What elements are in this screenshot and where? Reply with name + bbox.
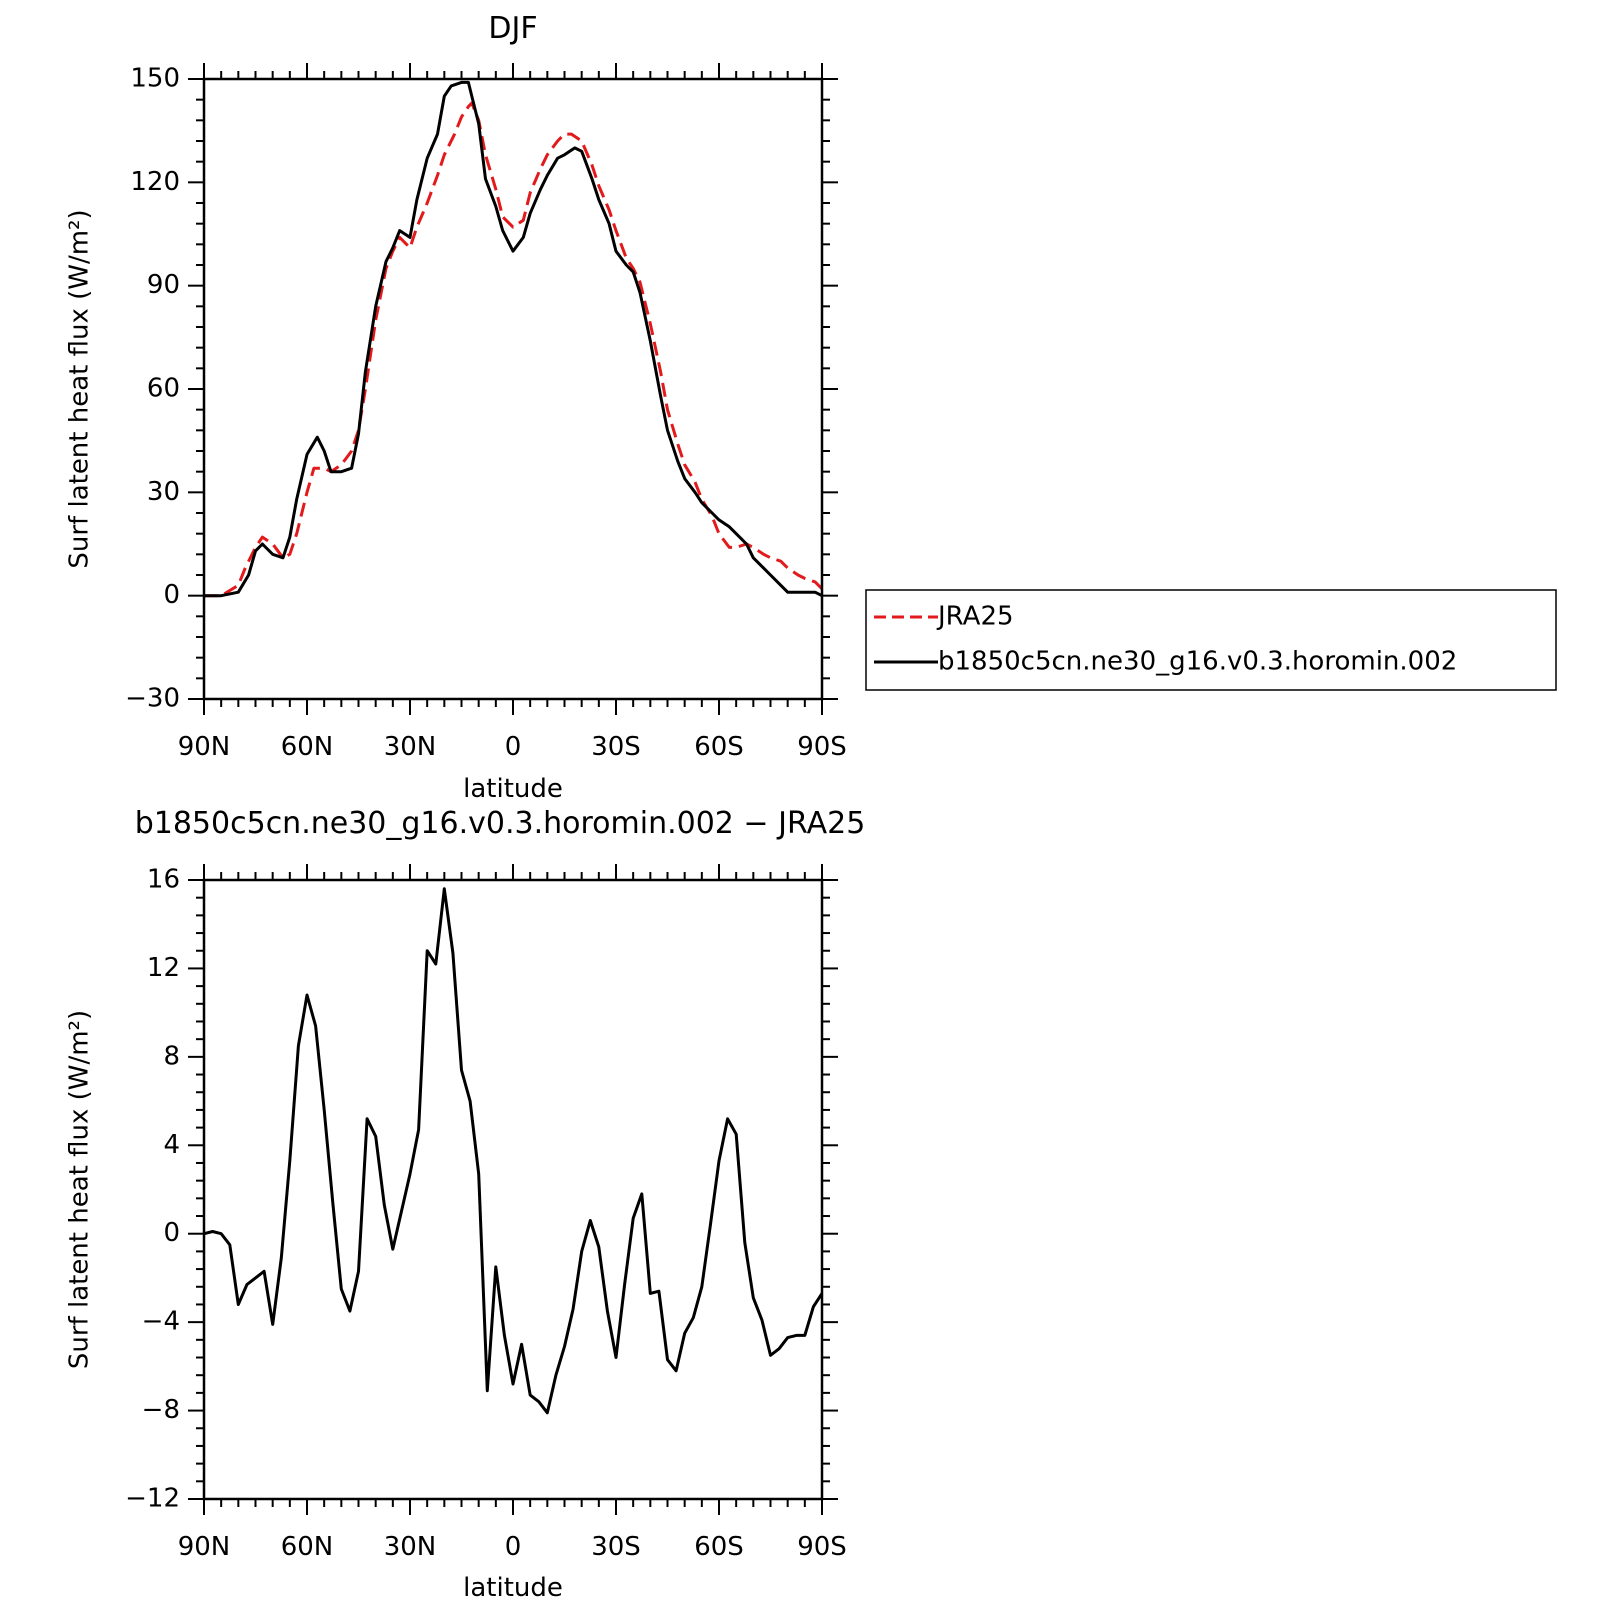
y-tick-label: 0: [163, 580, 180, 610]
y-tick-label: −4: [142, 1307, 180, 1337]
top-panel-djf: DJF latitude Surf latent heat flux (W/m²…: [65, 11, 847, 804]
legend-entry-model: b1850c5cn.ne30_g16.v0.3.horomin.002: [938, 647, 1457, 677]
legend-box: [865, 589, 1557, 691]
bottom-panel-series: [203, 887, 824, 1415]
legend: JRA25 b1850c5cn.ne30_g16.v0.3.horomin.00…: [865, 589, 1557, 691]
y-tick-label: 0: [163, 1218, 180, 1248]
top-panel-series: [204, 80, 824, 598]
bottom-panel-plot-frame: [202, 878, 824, 1501]
x-tick-label: 30N: [384, 732, 437, 762]
x-tick-label: 0: [505, 732, 522, 762]
y-tick-label: 4: [163, 1130, 180, 1160]
series-line-difference: [203, 887, 824, 1415]
y-tick-label: −8: [142, 1395, 180, 1425]
x-tick-label: 60N: [281, 732, 334, 762]
bottom-panel-x-axis-label: latitude: [463, 1573, 563, 1602]
top-panel-plot-frame: [202, 77, 824, 701]
x-tick-label: 90S: [797, 732, 847, 762]
y-tick-label: 120: [130, 167, 180, 197]
bottom-panel-ticks: −12 −8 −4 0 4 8 12 16 90N 60N 30N 0 30S 60S 90S: [125, 864, 847, 1562]
y-tick-label: 90: [147, 270, 180, 300]
y-tick-label: 12: [147, 953, 180, 983]
x-tick-label: 90S: [797, 1532, 847, 1562]
x-tick-label: 30S: [591, 732, 641, 762]
x-tick-label: 60N: [281, 1532, 334, 1562]
y-tick-label: 60: [147, 374, 180, 404]
series-line-jra25: [204, 101, 824, 598]
top-panel-title: DJF: [488, 11, 537, 46]
bottom-panel-y-axis-label: Surf latent heat flux (W/m²): [65, 1010, 95, 1369]
x-tick-label: 60S: [694, 732, 744, 762]
y-tick-label: 30: [147, 477, 180, 507]
x-tick-label: 30S: [591, 1532, 641, 1562]
legend-entry-jra25: JRA25: [936, 602, 1014, 632]
y-tick-label: 16: [147, 865, 180, 895]
series-line-b1850c5cn-ne30-g16-v0-3-horomin-002: [204, 80, 823, 598]
x-tick-label: 90N: [178, 732, 231, 762]
x-tick-label: 60S: [694, 1532, 744, 1562]
x-tick-label: 30N: [384, 1532, 437, 1562]
x-tick-label: 0: [505, 1532, 522, 1562]
top-panel-ticks: −30 0 30 60 90 120 150 90N 60N 30N 0 30S 60S 90S: [125, 63, 847, 762]
y-tick-label: −12: [125, 1484, 180, 1514]
top-panel-y-axis-label: Surf latent heat flux (W/m²): [65, 209, 95, 568]
bottom-panel-difference: b1850c5cn.ne30_g16.v0.3.horomin.002 − JR…: [65, 806, 866, 1602]
x-tick-label: 90N: [178, 1532, 231, 1562]
y-tick-label: 150: [130, 64, 180, 94]
y-tick-label: −30: [125, 684, 180, 714]
y-tick-label: 8: [163, 1041, 180, 1071]
top-panel-x-axis-label: latitude: [463, 774, 563, 804]
bottom-panel-title: b1850c5cn.ne30_g16.v0.3.horomin.002 − JR…: [135, 806, 866, 841]
